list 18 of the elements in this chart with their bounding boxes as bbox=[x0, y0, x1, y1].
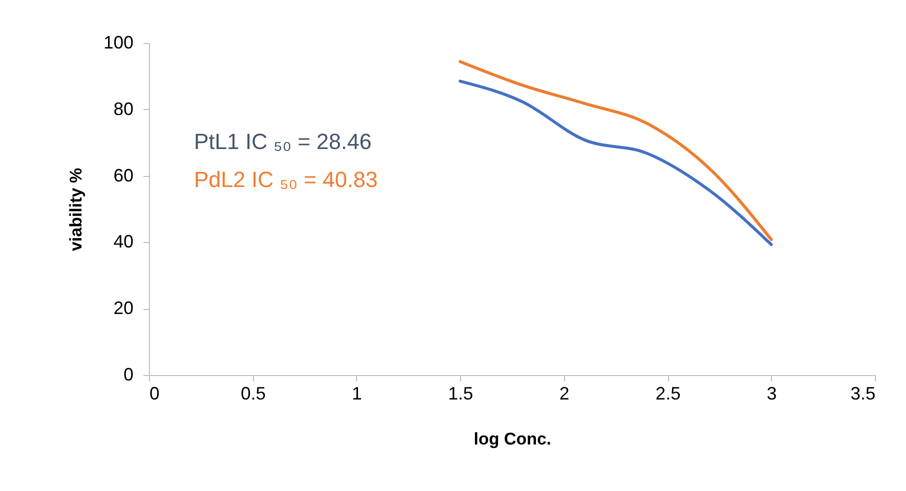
y-tick-label: 80 bbox=[113, 98, 134, 119]
y-tick-label: 0 bbox=[123, 364, 134, 384]
x-tick-label: 0.5 bbox=[240, 384, 266, 404]
y-axis-title: viability % bbox=[66, 168, 86, 252]
x-tick-label: 1.5 bbox=[448, 384, 474, 404]
x-tick-label: 2 bbox=[559, 384, 570, 404]
annotation: PtL1 IC ₅₀ = 28.46 bbox=[194, 129, 372, 154]
x-axis-title: log Conc. bbox=[474, 430, 552, 448]
x-tick-label: 1 bbox=[352, 384, 362, 404]
annotation: PdL2 IC ₅₀ = 40.83 bbox=[194, 167, 378, 192]
y-tick-label: 40 bbox=[113, 232, 134, 252]
y-tick-label: 60 bbox=[113, 165, 134, 186]
x-tick-label: 0 bbox=[150, 384, 160, 404]
x-tick-label: 3.5 bbox=[850, 384, 876, 404]
x-tick-label: 3 bbox=[766, 384, 777, 404]
y-tick-label: 100 bbox=[103, 32, 134, 52]
x-tick-label: 2.5 bbox=[656, 384, 681, 404]
y-tick-label: 20 bbox=[113, 298, 134, 318]
